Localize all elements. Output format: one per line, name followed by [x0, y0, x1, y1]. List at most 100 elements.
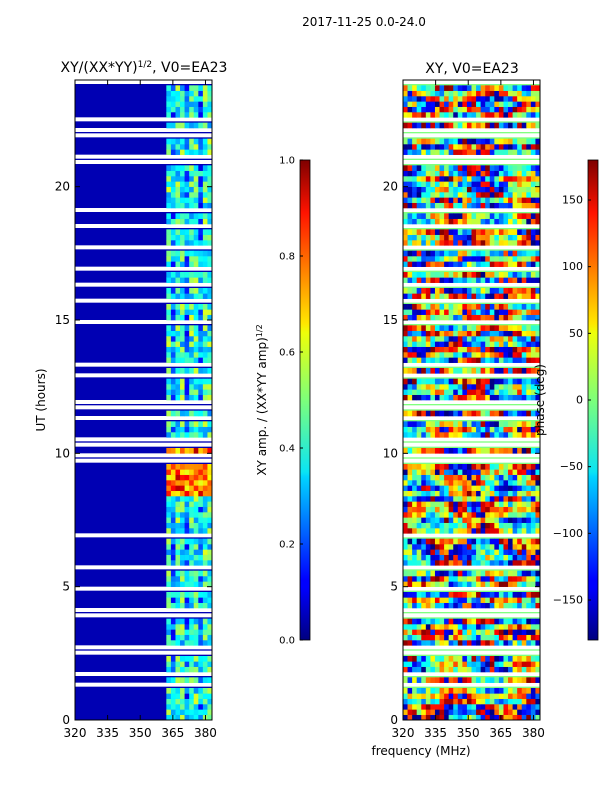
phase-cell [425, 394, 431, 401]
phase-cell [412, 165, 417, 171]
phase-cell [403, 288, 408, 294]
phase-cell [434, 229, 440, 235]
phase-cell [444, 410, 449, 417]
phase-cell [494, 522, 500, 529]
amplitude-cell [189, 288, 195, 294]
amplitude-cell [170, 138, 176, 145]
phase-cell [521, 341, 527, 347]
amplitude-cell [166, 426, 172, 433]
phase-cell [457, 293, 463, 299]
phase-cell [530, 618, 536, 625]
amplitude-cell [180, 240, 185, 246]
phase-cell [421, 677, 427, 683]
phase-cell [508, 293, 513, 299]
amplitude-cell [193, 106, 199, 113]
phase-cell [421, 490, 427, 497]
flagged-row [403, 405, 540, 410]
amplitude-cell [166, 170, 172, 177]
phase-cell [471, 341, 477, 347]
phase-cell [508, 512, 513, 518]
amplitude-cell [202, 170, 208, 177]
phase-cell [521, 192, 527, 198]
phase-cell [512, 709, 518, 715]
amplitude-cell [170, 378, 176, 385]
phase-cell [403, 250, 408, 257]
amplitude-cell [170, 256, 176, 262]
phase-cell [485, 197, 491, 203]
amplitude-cell [166, 101, 172, 107]
phase-cell [430, 192, 436, 198]
amplitude-cell [193, 570, 199, 577]
phase-cell [489, 357, 495, 363]
x-tick-label: 350 [129, 726, 152, 740]
phase-cell [457, 309, 463, 315]
phase-cell [421, 693, 427, 699]
amplitude-cell [189, 576, 195, 582]
phase-cell [494, 112, 500, 118]
phase-cell [434, 165, 440, 171]
phase-cell [517, 640, 523, 646]
phase-cell [526, 234, 532, 241]
amplitude-cell [189, 538, 195, 545]
phase-cell [457, 560, 463, 566]
amplitude-cell [207, 677, 213, 683]
phase-cell [489, 325, 495, 331]
phase-cell [457, 448, 463, 454]
phase-cell [485, 309, 491, 315]
amplitude-colorbar-gradient [299, 159, 311, 641]
amplitude-cell [189, 368, 195, 374]
amplitude-cell [193, 597, 199, 603]
phase-cell [425, 624, 431, 630]
amplitude-cell [189, 314, 195, 321]
phase-cell [485, 656, 491, 662]
phase-cell [517, 240, 523, 246]
phase-cell [471, 592, 477, 598]
phase-cell [439, 325, 445, 331]
phase-cell [416, 629, 422, 635]
phase-cell [494, 581, 500, 587]
phase-cell [457, 490, 463, 497]
amplitude-cell [202, 368, 208, 374]
phase-cell [494, 560, 500, 566]
phase-cell [476, 549, 481, 555]
phase-cell [471, 506, 477, 513]
phase-cell [517, 506, 523, 513]
amplitude-cell [198, 640, 204, 646]
amplitude-cell [175, 629, 181, 635]
phase-cell [421, 352, 427, 358]
phase-cell [462, 138, 468, 145]
phase-cell [526, 218, 532, 225]
phase-cell [430, 517, 436, 523]
phase-cell [453, 469, 459, 475]
phase-cell [453, 336, 459, 342]
phase-cell [457, 213, 463, 219]
amplitude-cell [175, 394, 181, 401]
flagged-row [403, 533, 540, 538]
phase-cell [434, 506, 440, 513]
phase-cell [535, 634, 541, 641]
amplitude-cell [175, 640, 181, 646]
phase-cell [421, 96, 427, 102]
amplitude-cell [198, 240, 204, 246]
amplitude-cell [207, 693, 213, 699]
phase-cell [439, 368, 445, 374]
amplitude-cell [180, 357, 185, 363]
amplitude-cell [193, 218, 199, 225]
phase-cell [503, 410, 509, 417]
phase-cell [457, 480, 463, 486]
phase-cell [471, 85, 477, 91]
phase-cell [480, 314, 486, 321]
phase-cell [521, 90, 527, 97]
phase-cell [489, 293, 495, 299]
phase-cell [503, 138, 509, 145]
phase-cell [485, 634, 491, 641]
amplitude-cell [166, 192, 172, 198]
amplitude-cell [193, 485, 199, 491]
phase-cell [403, 389, 408, 395]
phase-cell [476, 448, 481, 454]
phase-cell [403, 176, 408, 182]
phase-cell [425, 330, 431, 337]
phase-cell [416, 688, 422, 694]
phase-cell [403, 528, 408, 534]
